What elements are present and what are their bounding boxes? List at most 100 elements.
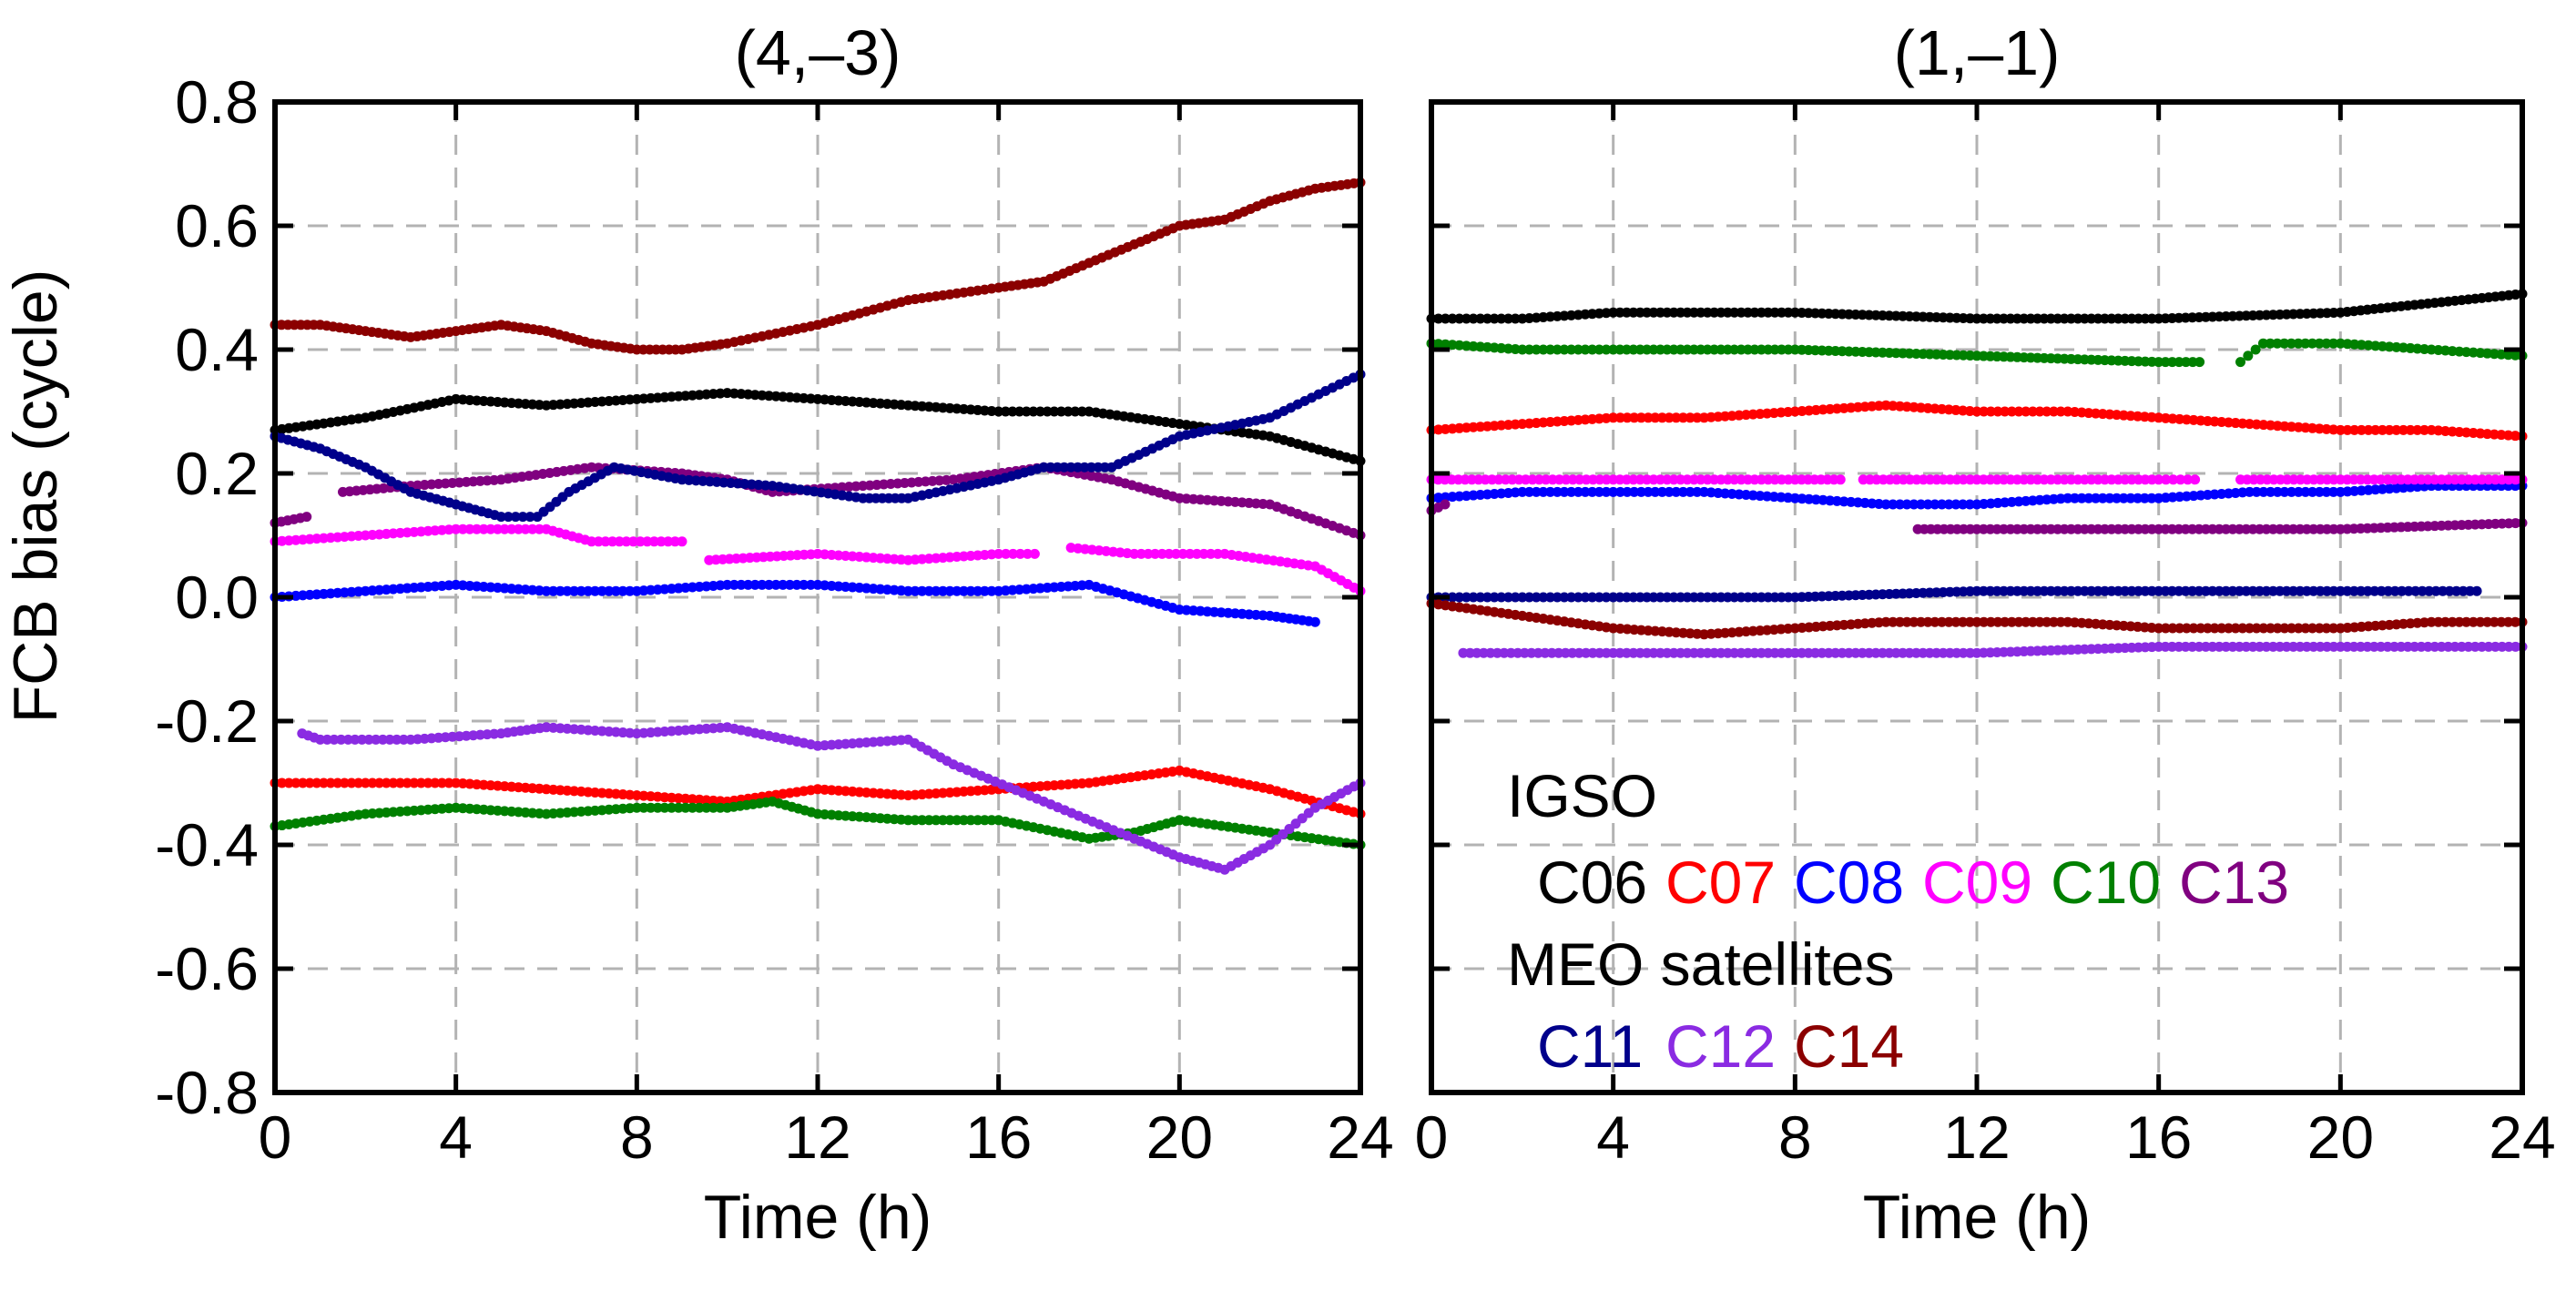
point-c06: [1468, 313, 1479, 324]
point-c14: [2000, 616, 2011, 627]
series-c11: [270, 369, 1366, 523]
point-c08: [910, 585, 921, 596]
point-c10: [986, 815, 997, 826]
point-c09: [2183, 474, 2194, 485]
series-c07: [1426, 400, 2528, 442]
point-c08: [1664, 486, 1675, 497]
point-c08: [1958, 499, 1969, 510]
point-c06: [1076, 406, 1087, 417]
point-c08: [1909, 499, 1919, 510]
point-c08: [2314, 486, 2325, 497]
point-c07: [402, 778, 412, 788]
point-c14: [2160, 623, 2171, 634]
point-c08: [722, 579, 733, 590]
point-c08: [1629, 486, 1640, 497]
point-c08: [979, 585, 990, 596]
point-c09: [1008, 548, 1019, 559]
point-c12: [392, 734, 402, 745]
point-c06: [1489, 313, 1500, 324]
point-c08: [2328, 486, 2339, 497]
x-tick-label: 12: [784, 1103, 850, 1171]
point-c14: [2272, 623, 2283, 634]
point-c07: [332, 778, 343, 788]
x-tick-label: 4: [1596, 1103, 1630, 1171]
point-c09: [1177, 548, 1188, 559]
point-c10: [2321, 338, 2332, 349]
point-c08: [1531, 486, 1542, 497]
point-c08: [1622, 486, 1633, 497]
point-c14: [2300, 623, 2311, 634]
point-c09: [534, 523, 545, 534]
point-c09: [621, 536, 632, 547]
point-c09: [485, 523, 496, 534]
legend-entry-c09: C09: [1922, 849, 2032, 916]
point-c08: [917, 585, 928, 596]
point-c10: [2314, 338, 2325, 349]
point-c09: [1135, 548, 1146, 559]
point-c09: [1191, 548, 1202, 559]
point-c07: [1671, 412, 1682, 423]
point-c10: [694, 802, 705, 813]
point-c12: [350, 734, 361, 745]
series-c06: [270, 388, 1366, 466]
point-c14: [1950, 616, 1961, 627]
legend-entry-c07: C07: [1665, 849, 1776, 916]
point-c07: [1629, 412, 1640, 423]
point-c08: [728, 579, 739, 590]
point-c08: [2245, 486, 2255, 497]
series-c08: [1426, 481, 2528, 510]
point-c14: [2265, 623, 2276, 634]
series-c10: [270, 796, 1366, 850]
series-c14: [1426, 598, 2528, 640]
point-c14: [2314, 623, 2325, 634]
point-c07: [2342, 424, 2353, 435]
point-c10: [1545, 344, 1556, 355]
point-c06: [1447, 313, 1458, 324]
point-c08: [2062, 493, 2073, 503]
point-c08: [805, 579, 816, 590]
point-c07: [415, 778, 426, 788]
point-c08: [583, 585, 594, 596]
point-c08: [1593, 486, 1604, 497]
point-c06: [993, 406, 1004, 417]
point-c09: [2190, 474, 2201, 485]
y-tick-label: 0.8: [175, 68, 259, 136]
point-c06: [1042, 406, 1053, 417]
point-c12: [384, 734, 395, 745]
x-tick-label: 12: [1943, 1103, 2010, 1171]
point-c08: [2097, 493, 2108, 503]
point-c09: [1171, 548, 1182, 559]
point-c09: [607, 536, 618, 547]
point-c14: [2447, 616, 2458, 627]
point-c11: [2471, 585, 2482, 596]
point-c08: [2070, 493, 2081, 503]
point-c14: [2237, 623, 2248, 634]
point-c08: [749, 579, 760, 590]
point-c06: [1028, 406, 1039, 417]
point-c09: [478, 523, 489, 534]
point-c08: [2272, 486, 2283, 497]
point-c08: [2286, 486, 2297, 497]
point-c12: [329, 734, 340, 745]
point-c11: [1510, 592, 1521, 603]
point-c07: [367, 778, 378, 788]
point-c06: [1070, 406, 1081, 417]
point-c08: [2251, 486, 2262, 497]
y-tick-label: 0.4: [175, 316, 259, 383]
point-c14: [2202, 623, 2213, 634]
point-c07: [304, 778, 315, 788]
point-c12: [363, 734, 374, 745]
point-c08: [2300, 486, 2311, 497]
point-c07: [2006, 406, 2017, 417]
point-c14: [1916, 616, 1927, 627]
point-c08: [2112, 493, 2123, 503]
point-c08: [610, 585, 621, 596]
point-c08: [2118, 493, 2129, 503]
point-c07: [1614, 412, 1625, 423]
point-c14: [1943, 616, 1954, 627]
point-c10: [923, 815, 934, 826]
point-c14: [2454, 616, 2465, 627]
point-c10: [944, 815, 955, 826]
x-tick-label: 20: [2307, 1103, 2374, 1171]
y-axis-label: FCB bias (cycle): [1, 269, 70, 724]
